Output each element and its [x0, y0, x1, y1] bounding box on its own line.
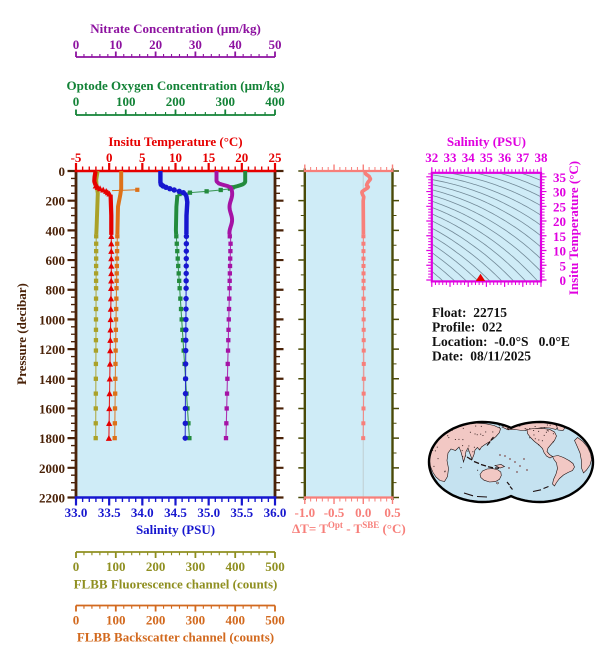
svg-text:0: 0 [73, 559, 80, 574]
svg-text:FLBB Fluorescence channel (cou: FLBB Fluorescence channel (counts) [74, 577, 278, 592]
svg-text:5: 5 [139, 150, 146, 165]
svg-text:200: 200 [146, 559, 166, 574]
svg-text:10: 10 [553, 244, 566, 259]
svg-text:20: 20 [235, 150, 248, 165]
svg-text:1400: 1400 [39, 372, 65, 387]
svg-text:35.0: 35.0 [197, 505, 220, 520]
svg-text:Profile: 022: Profile: 022 [432, 320, 502, 335]
svg-text:5: 5 [560, 258, 567, 273]
svg-text:0: 0 [106, 150, 113, 165]
svg-text:35.5: 35.5 [230, 505, 253, 520]
svg-text:0: 0 [73, 37, 80, 52]
svg-text:32: 32 [425, 150, 438, 165]
svg-text:600: 600 [46, 253, 66, 268]
svg-text:34.5: 34.5 [164, 505, 187, 520]
svg-text:500: 500 [265, 559, 285, 574]
svg-text:37: 37 [516, 150, 530, 165]
svg-text:10: 10 [109, 37, 122, 52]
svg-text:1200: 1200 [39, 342, 65, 357]
svg-text:33.5: 33.5 [98, 505, 121, 520]
svg-text:1800: 1800 [39, 431, 65, 446]
svg-text:10: 10 [169, 150, 182, 165]
svg-text:Float: 22715: Float: 22715 [432, 305, 507, 320]
svg-text:20: 20 [149, 37, 162, 52]
svg-text:36: 36 [498, 150, 512, 165]
svg-text:34.0: 34.0 [131, 505, 154, 520]
svg-text:33: 33 [444, 150, 458, 165]
svg-text:Salinity (PSU): Salinity (PSU) [447, 134, 526, 149]
svg-text:25: 25 [553, 199, 567, 214]
svg-text:38: 38 [535, 150, 549, 165]
svg-text:100: 100 [106, 559, 126, 574]
svg-text:-0.5: -0.5 [324, 505, 345, 520]
svg-text:Pressure (decibar): Pressure (decibar) [14, 283, 29, 385]
svg-text:2000: 2000 [39, 461, 65, 476]
svg-text:-5: -5 [71, 150, 82, 165]
svg-text:800: 800 [46, 283, 66, 298]
svg-text:-1.0: -1.0 [295, 505, 316, 520]
svg-text:25: 25 [269, 150, 283, 165]
svg-text:Location: -0.0°S 0.0°E: Location: -0.0°S 0.0°E [432, 334, 570, 349]
svg-text:34: 34 [462, 150, 476, 165]
svg-text:40: 40 [229, 37, 242, 52]
svg-text:300: 300 [186, 613, 206, 628]
svg-text:400: 400 [225, 559, 245, 574]
svg-text:30: 30 [189, 37, 202, 52]
svg-text:400: 400 [225, 613, 245, 628]
svg-text:200: 200 [166, 94, 186, 109]
svg-text:50: 50 [269, 37, 282, 52]
svg-text:100: 100 [106, 613, 126, 628]
svg-text:Optode Oxygen Concentration (μ: Optode Oxygen Concentration (μm/kg) [67, 78, 285, 93]
svg-text:400: 400 [265, 94, 285, 109]
svg-text:0: 0 [59, 164, 66, 179]
svg-text:2200: 2200 [39, 491, 65, 506]
svg-text:100: 100 [116, 94, 136, 109]
svg-text:Nitrate Concentration (μm/kg): Nitrate Concentration (μm/kg) [90, 21, 261, 36]
svg-text:36.0: 36.0 [264, 505, 287, 520]
svg-text:500: 500 [265, 613, 285, 628]
svg-text:FLBB Backscatter channel (coun: FLBB Backscatter channel (counts) [77, 630, 274, 645]
svg-text:0: 0 [73, 613, 80, 628]
svg-text:200: 200 [146, 613, 166, 628]
svg-text:33.0: 33.0 [65, 505, 88, 520]
svg-text:30: 30 [553, 185, 566, 200]
svg-text:15: 15 [553, 229, 567, 244]
svg-text:300: 300 [215, 94, 235, 109]
svg-text:20: 20 [553, 214, 566, 229]
svg-text:0.0: 0.0 [355, 505, 371, 520]
svg-text:300: 300 [186, 559, 206, 574]
svg-text:1000: 1000 [39, 312, 65, 327]
svg-text:1600: 1600 [39, 402, 65, 417]
svg-text:ΔT= TOpt - TSBE (°C): ΔT= TOpt - TSBE (°C) [292, 520, 406, 536]
svg-text:15: 15 [202, 150, 216, 165]
svg-text:35: 35 [480, 150, 494, 165]
svg-text:0: 0 [73, 94, 80, 109]
svg-text:0: 0 [560, 273, 567, 288]
svg-text:Insitu Temperature (°C): Insitu Temperature (°C) [566, 161, 581, 295]
svg-text:Insitu Temperature (°C): Insitu Temperature (°C) [108, 134, 242, 149]
svg-text:200: 200 [46, 194, 66, 209]
svg-text:400: 400 [46, 223, 66, 238]
svg-text:Date: 08/11/2025: Date: 08/11/2025 [432, 349, 531, 364]
svg-text:35: 35 [553, 170, 567, 185]
svg-text:0.5: 0.5 [384, 505, 401, 520]
svg-text:Salinity (PSU): Salinity (PSU) [136, 522, 215, 537]
